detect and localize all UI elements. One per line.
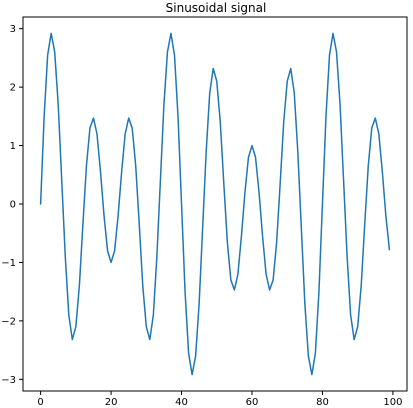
y-tick-label: −2 xyxy=(1,316,16,327)
x-tick-label: 60 xyxy=(246,397,259,408)
y-tick-label: 3 xyxy=(10,24,16,35)
y-tick-label: 1 xyxy=(10,141,16,152)
x-tick-label: 80 xyxy=(316,397,329,408)
x-tick-label: 20 xyxy=(105,397,118,408)
y-tick-label: 0 xyxy=(10,200,16,211)
x-tick-label: 0 xyxy=(37,397,43,408)
tick-layer: 0 20 40 60 80 100 −3 −2 −1 0 1 2 3 xyxy=(1,24,402,408)
y-tick-label: 2 xyxy=(10,83,16,94)
chart-title: Sinusoidal signal xyxy=(166,1,267,15)
plot-frame xyxy=(22,16,408,392)
series-layer xyxy=(39,32,391,376)
x-tick-label: 100 xyxy=(383,397,402,408)
x-tick-label: 40 xyxy=(175,397,188,408)
y-tick-label: −1 xyxy=(1,258,16,269)
signal-line xyxy=(39,32,391,376)
y-tick-label: −3 xyxy=(1,375,16,386)
